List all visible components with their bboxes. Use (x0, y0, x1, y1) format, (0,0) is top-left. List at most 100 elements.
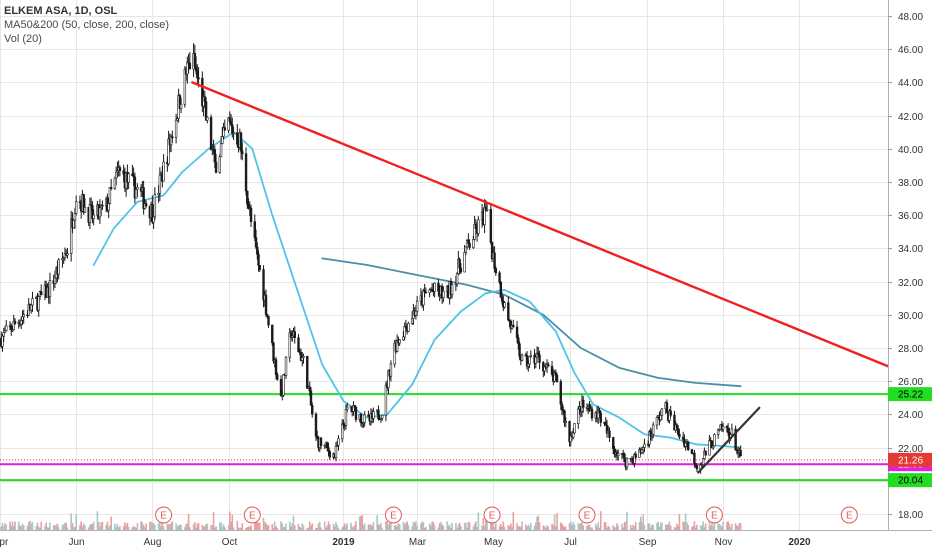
candle-body (415, 300, 419, 312)
volume-bar (561, 523, 563, 530)
candle-body (311, 405, 314, 415)
candle-body (291, 335, 294, 338)
trend-layer[interactable] (191, 81, 890, 474)
volume-bar (528, 526, 531, 530)
volume-bar (70, 513, 72, 530)
candle-body (11, 329, 14, 332)
volume-bar (403, 524, 406, 530)
candle-body (711, 445, 715, 449)
volume-bar (380, 523, 382, 530)
volume-bar (52, 525, 55, 530)
candle-body (288, 332, 291, 358)
candle-body (730, 428, 734, 435)
volume-bar (502, 521, 505, 530)
candle-body (151, 204, 154, 223)
volume-bar (125, 524, 127, 530)
volume-bar (718, 523, 721, 530)
volume-bar (119, 526, 121, 530)
volume-bar (2, 526, 5, 530)
candle-body (314, 413, 318, 437)
earnings-marker (840, 506, 858, 524)
volume-bar (658, 526, 661, 530)
volume-bar (202, 525, 205, 530)
volume-bar (283, 526, 286, 530)
candle-body (472, 239, 475, 248)
y-tick-label: 44.00 (898, 78, 923, 89)
volume-bar (335, 522, 337, 530)
candle-body (2, 332, 5, 337)
candle-body (534, 356, 537, 364)
volume-bar (701, 525, 703, 530)
volume-bar (110, 516, 112, 530)
volume-bar (140, 521, 142, 530)
volume-bar (556, 513, 558, 530)
volume-bar (220, 522, 222, 530)
volume-bar (526, 526, 528, 530)
volume-bar (317, 523, 320, 530)
volume-bar (262, 517, 265, 530)
volume-bar (134, 527, 136, 530)
volume-bar (571, 524, 573, 530)
candle-body (563, 410, 566, 424)
volume-bar (430, 525, 432, 530)
candle-body (527, 363, 530, 367)
candle-body (503, 302, 506, 308)
candle-body (433, 282, 436, 292)
legend-vol[interactable]: Vol (20) (4, 33, 42, 45)
volume-bar (425, 527, 427, 530)
volume-bar (328, 524, 331, 530)
volume-bar (61, 524, 64, 530)
volume-bar (362, 525, 365, 530)
legend-symbol[interactable]: ELKEM ASA, 1D, OSL (4, 5, 118, 17)
candle-body (694, 463, 697, 466)
candle-body (293, 331, 296, 339)
volume-bar (240, 527, 242, 530)
volume-bar (89, 524, 91, 530)
volume-bar (131, 527, 134, 530)
volume-bar (27, 522, 30, 530)
volume-bar (177, 525, 180, 530)
volume-bar (141, 522, 144, 530)
volume-bar (197, 523, 200, 530)
volume-bar (275, 526, 277, 530)
candle-body (114, 171, 118, 179)
volume-bar (669, 525, 672, 530)
volume-bar (105, 524, 107, 530)
earnings-marker-label: E (160, 511, 167, 522)
volume-bar (56, 523, 59, 530)
volume-bar (117, 527, 120, 530)
volume-bar (54, 525, 56, 530)
candle-body (326, 442, 329, 448)
volume-bar (726, 522, 728, 530)
volume-bar (311, 523, 314, 530)
volume-bar (101, 521, 104, 530)
volume-bar (455, 523, 457, 530)
candle-body (134, 189, 138, 199)
candle-body (57, 259, 60, 275)
volume-bar (432, 522, 435, 530)
volume-bar (450, 527, 452, 530)
volume-bar (579, 523, 582, 530)
legend-ma[interactable]: MA50&200 (50, close, 200, close) (4, 19, 170, 31)
volume-bar (19, 525, 21, 530)
volume-bar (537, 515, 540, 530)
candle-body (256, 246, 259, 255)
candle-body (264, 294, 268, 315)
volume-bar (175, 523, 177, 530)
volume-bar (527, 524, 530, 530)
volume-bar (420, 523, 422, 530)
volume-bar (214, 527, 216, 530)
volume-bar (634, 522, 637, 530)
candle-body (424, 291, 428, 294)
volume-bar (47, 527, 50, 530)
volume-bar (577, 523, 580, 530)
earnings-marker (384, 506, 402, 524)
volume-bar (440, 521, 442, 530)
volume-bar (552, 524, 555, 530)
volume-bar (161, 522, 164, 530)
candle-body (515, 326, 519, 339)
volume-bar (378, 524, 381, 530)
volume-bar (597, 522, 600, 530)
volume-bar (511, 526, 513, 530)
